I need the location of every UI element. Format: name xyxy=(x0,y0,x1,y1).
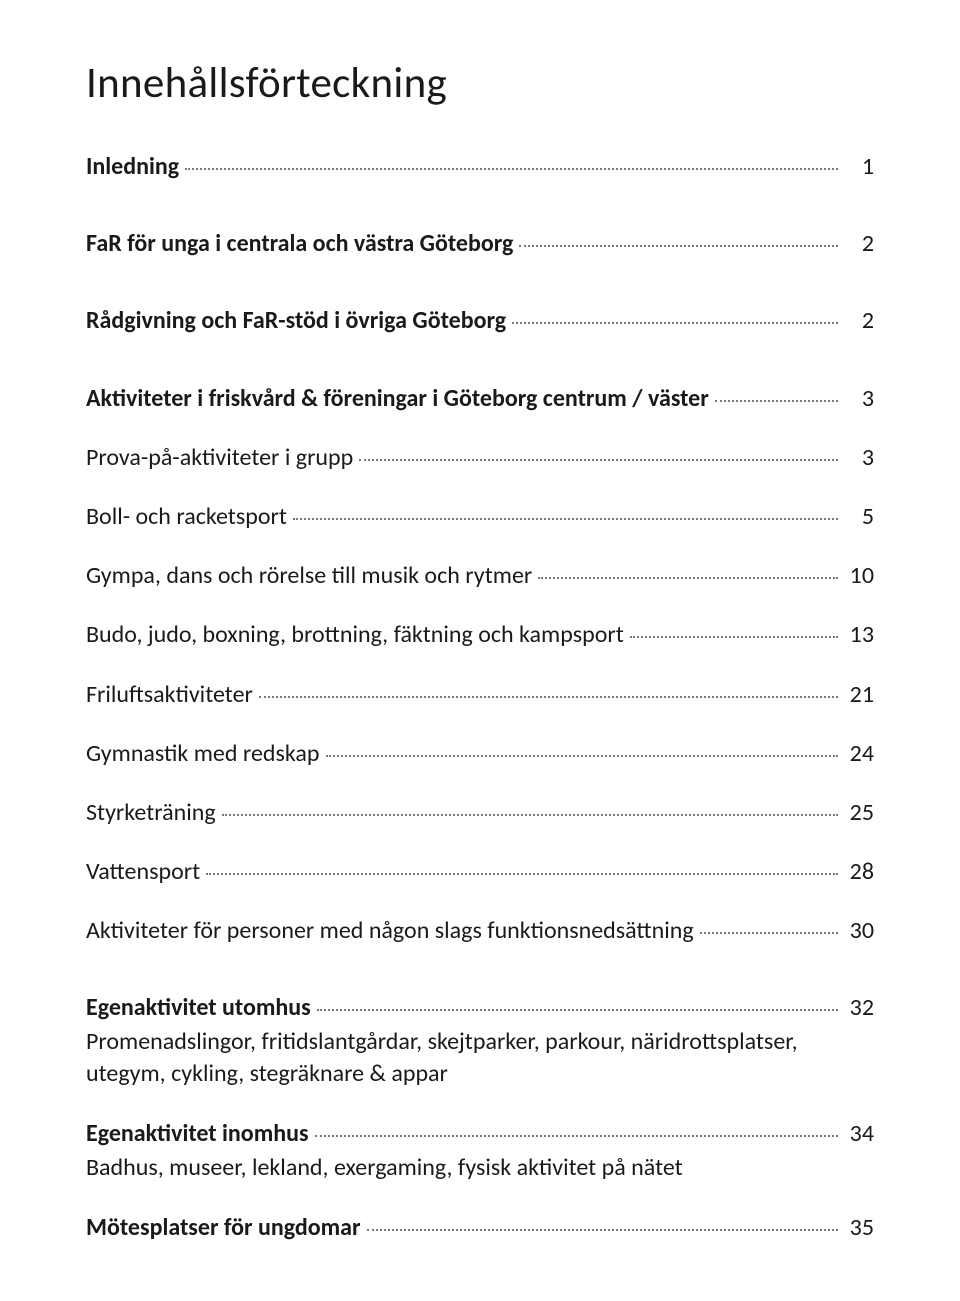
toc-entry: Inledning 1 xyxy=(86,151,874,182)
spacer xyxy=(86,591,874,619)
toc-page-number: 5 xyxy=(844,501,874,532)
toc-entry: Aktiviteter för personer med någon slags… xyxy=(86,915,874,946)
toc-entry: Egenaktivitet utomhus 32 xyxy=(86,992,874,1023)
toc-leader xyxy=(359,459,838,461)
toc-leader xyxy=(519,245,838,247)
toc-page-number: 2 xyxy=(844,228,874,259)
toc-label: Egenaktivitet inomhus xyxy=(86,1118,309,1149)
toc-label: Rådgivning och FaR-stöd i övriga Götebor… xyxy=(86,305,506,336)
toc-entry: Vattensport 28 xyxy=(86,856,874,887)
toc-label: Gymnastik med redskap xyxy=(86,738,320,769)
toc-leader xyxy=(512,322,838,324)
toc-page-number: 35 xyxy=(844,1212,874,1243)
toc-page-number: 32 xyxy=(844,992,874,1023)
toc-label: Boll- och racketsport xyxy=(86,501,287,532)
toc-leader xyxy=(317,1009,838,1011)
toc-leader xyxy=(222,814,838,816)
toc-entry: Rådgivning och FaR-stöd i övriga Götebor… xyxy=(86,305,874,336)
toc-entry: Mötesplatser för ungdomar 35 xyxy=(86,1212,874,1243)
toc-page-number: 25 xyxy=(844,797,874,828)
toc-page-number: 10 xyxy=(844,560,874,591)
toc-page-number: 3 xyxy=(844,383,874,414)
toc-leader xyxy=(700,932,838,934)
spacer xyxy=(86,182,874,228)
toc-leader xyxy=(715,400,838,402)
spacer xyxy=(86,769,874,797)
toc-leader xyxy=(630,636,838,638)
toc-entry: Gymnastik med redskap 24 xyxy=(86,738,874,769)
spacer xyxy=(86,710,874,738)
toc-leader xyxy=(185,168,838,170)
toc-label: Friluftsaktiviteter xyxy=(86,679,253,710)
toc-page-number: 1 xyxy=(844,151,874,182)
spacer xyxy=(86,532,874,560)
toc-entry: Prova-på-aktiviteter i grupp 3 xyxy=(86,442,874,473)
toc-page-number: 34 xyxy=(844,1118,874,1149)
toc-label: Budo, judo, boxning, brottning, fäktning… xyxy=(86,619,624,650)
spacer xyxy=(86,1090,874,1118)
toc-subtext: Badhus, museer, lekland, exergaming, fys… xyxy=(86,1152,874,1184)
toc-label: Aktiviteter för personer med någon slags… xyxy=(86,915,694,946)
spacer xyxy=(86,337,874,383)
toc-page-number: 28 xyxy=(844,856,874,887)
toc-label: Inledning xyxy=(86,151,179,182)
toc-entry: Styrketräning 25 xyxy=(86,797,874,828)
toc-leader xyxy=(326,755,839,757)
toc-entry: Friluftsaktiviteter 21 xyxy=(86,679,874,710)
toc-leader xyxy=(293,518,838,520)
page-title: Innehållsförteckning xyxy=(86,56,874,109)
toc-entry: Boll- och racketsport 5 xyxy=(86,501,874,532)
toc-label: FaR för unga i centrala och västra Göteb… xyxy=(86,228,513,259)
toc-entry: Aktiviteter i friskvård & föreningar i G… xyxy=(86,383,874,414)
toc-label: Aktiviteter i friskvård & föreningar i G… xyxy=(86,383,709,414)
toc-label: Styrketräning xyxy=(86,797,216,828)
toc-page-number: 2 xyxy=(844,305,874,336)
spacer xyxy=(86,259,874,305)
toc-leader xyxy=(538,577,838,579)
toc-leader xyxy=(367,1229,838,1231)
spacer xyxy=(86,887,874,915)
spacer xyxy=(86,414,874,442)
spacer xyxy=(86,946,874,992)
toc-label: Mötesplatser för ungdomar xyxy=(86,1212,361,1243)
toc-leader xyxy=(259,696,838,698)
toc-page-number: 3 xyxy=(844,442,874,473)
toc-label: Egenaktivitet utomhus xyxy=(86,992,311,1023)
toc-page-number: 13 xyxy=(844,619,874,650)
toc-leader xyxy=(315,1135,838,1137)
toc-subtext: Promenadslingor, fritidslantgårdar, skej… xyxy=(86,1026,874,1091)
toc-label: Gympa, dans och rörelse till musik och r… xyxy=(86,560,532,591)
spacer xyxy=(86,473,874,501)
toc-label: Prova-på-aktiviteter i grupp xyxy=(86,442,353,473)
spacer xyxy=(86,651,874,679)
toc-entry: Gympa, dans och rörelse till musik och r… xyxy=(86,560,874,591)
toc-page-number: 24 xyxy=(844,738,874,769)
spacer xyxy=(86,1184,874,1212)
toc-entry: Budo, judo, boxning, brottning, fäktning… xyxy=(86,619,874,650)
toc-leader xyxy=(206,873,838,875)
spacer xyxy=(86,828,874,856)
toc-list: Inledning 1 FaR för unga i centrala och vä… xyxy=(86,151,874,1243)
toc-entry: FaR för unga i centrala och västra Göteb… xyxy=(86,228,874,259)
toc-label: Vattensport xyxy=(86,856,200,887)
toc-page: Innehållsförteckning Inledning 1 FaR för u… xyxy=(0,0,960,1301)
toc-page-number: 21 xyxy=(844,679,874,710)
toc-entry: Egenaktivitet inomhus 34 xyxy=(86,1118,874,1149)
toc-page-number: 30 xyxy=(844,915,874,946)
